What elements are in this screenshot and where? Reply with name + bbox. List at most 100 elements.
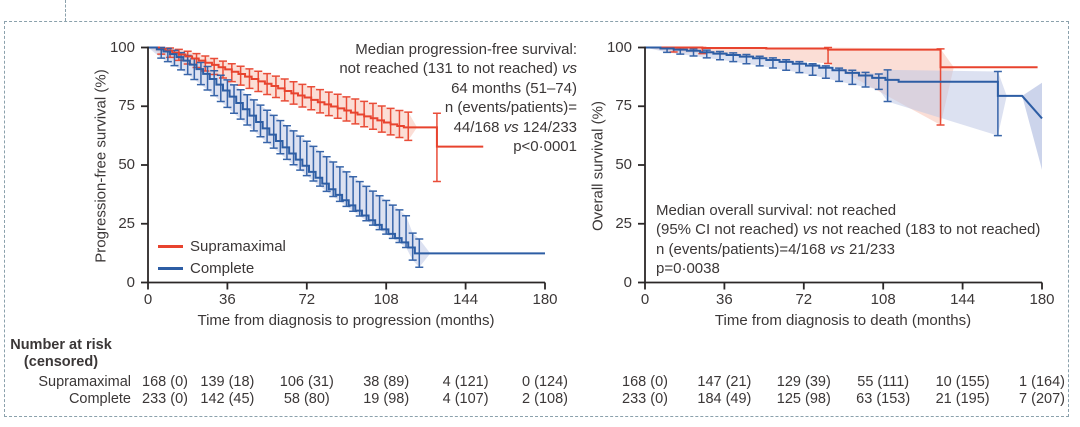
supramaximal-error-bar bbox=[395, 109, 404, 139]
risk-value-cell: 233 (0) bbox=[142, 391, 188, 407]
supramaximal-error-bar bbox=[342, 96, 351, 122]
legend-item-complete: Complete bbox=[158, 258, 286, 280]
risk-value-cell: 233 (0) bbox=[622, 391, 668, 407]
os-annotation: Median overall survival: not reached (95%… bbox=[656, 201, 1040, 279]
risk-value-cell: 55 (111) bbox=[857, 374, 910, 390]
annotation-line: not reached (131 to not reached) vs bbox=[339, 60, 577, 78]
x-tick-label: 0 bbox=[143, 291, 153, 308]
risk-value-cell: 19 (98) bbox=[363, 391, 410, 407]
risk-value-cell: 184 (49) bbox=[697, 391, 752, 407]
annotation-line: Median overall survival: not reached bbox=[656, 202, 897, 219]
complete-error-bar bbox=[210, 70, 219, 97]
risk-value-cell: 125 (98) bbox=[776, 391, 831, 407]
complete-error-bar bbox=[316, 150, 325, 187]
complete-error-bar bbox=[203, 65, 212, 91]
y-tick-label: 100 bbox=[109, 38, 135, 56]
risk-value-cell: 7 (207) bbox=[1019, 391, 1065, 407]
complete-ci-band-tail bbox=[1022, 82, 1042, 170]
risk-value-cell: 142 (45) bbox=[200, 391, 255, 407]
supramaximal-ci-band bbox=[645, 47, 954, 126]
y-tick-label: 50 bbox=[615, 156, 632, 173]
y-tick-label: 25 bbox=[615, 214, 632, 232]
x-tick-label: 108 bbox=[373, 291, 399, 308]
x-tick-label: 0 bbox=[640, 291, 650, 308]
annotation-line: (95% CI not reached) vs not reached (183… bbox=[656, 221, 1041, 239]
pfs-x-axis-label: Time from diagnosis to progression (mont… bbox=[197, 312, 495, 329]
risk-value-cell: 168 (0) bbox=[622, 374, 668, 390]
complete-error-bar bbox=[302, 140, 311, 177]
risk-value-cell: 139 (18) bbox=[200, 374, 255, 390]
x-tick-label: 180 bbox=[532, 291, 558, 308]
complete-error-bar bbox=[883, 69, 892, 103]
supramaximal-survival-curve bbox=[148, 46, 484, 148]
complete-error-bar bbox=[276, 119, 285, 155]
complete-error-bar bbox=[236, 89, 245, 120]
legend-item-supramaximal: Supramaximal bbox=[158, 236, 286, 258]
risk-value-cell: 21 (195) bbox=[935, 391, 990, 407]
legend: Supramaximal Complete bbox=[158, 236, 286, 279]
complete-error-bar bbox=[309, 145, 318, 182]
risk-value-cell: 1 (164) bbox=[1019, 374, 1065, 390]
supramaximal-line-swatch bbox=[158, 245, 183, 249]
y-tick-label: 50 bbox=[118, 156, 135, 173]
y-tick-label: 100 bbox=[606, 38, 632, 56]
risk-table-title: Number at risk bbox=[10, 337, 112, 353]
risk-value-cell: 4 (107) bbox=[442, 391, 489, 407]
complete-ci-band bbox=[645, 47, 1007, 136]
complete-error-bar bbox=[196, 61, 205, 86]
risk-table-subtitle: (censored) bbox=[23, 354, 99, 370]
x-tick-label: 108 bbox=[870, 291, 896, 308]
annotation-line: 44/168 vs 124/233 bbox=[453, 118, 577, 136]
y-tick-label: 0 bbox=[126, 273, 135, 291]
complete-error-bar bbox=[874, 73, 883, 91]
legend-label: Supramaximal bbox=[190, 238, 286, 256]
complete-error-bar bbox=[230, 84, 239, 115]
os-x-axis-label: Time from diagnosis to death (months) bbox=[714, 312, 972, 329]
supramaximal-error-bar bbox=[377, 105, 386, 133]
supramaximal-error-bar bbox=[316, 88, 325, 114]
risk-value-cell: 2 (108) bbox=[522, 391, 568, 407]
complete-error-bar bbox=[263, 109, 272, 144]
pfs-annotation: Median progression-free survival: not rea… bbox=[339, 40, 577, 156]
x-tick-label: 144 bbox=[453, 291, 479, 308]
risk-value-cell: 129 (39) bbox=[776, 374, 831, 390]
complete-error-bar bbox=[322, 156, 331, 193]
x-tick-label: 72 bbox=[795, 291, 813, 308]
complete-survival-curve bbox=[645, 46, 1043, 120]
supramaximal-error-bar bbox=[368, 102, 377, 131]
risk-value-cell: 38 (89) bbox=[363, 374, 410, 390]
complete-line-swatch bbox=[158, 266, 183, 270]
complete-error-bar bbox=[256, 104, 265, 138]
risk-value-cell: 63 (153) bbox=[856, 391, 911, 407]
x-tick-label: 36 bbox=[219, 291, 236, 308]
risk-value-cell: 4 (121) bbox=[442, 374, 489, 390]
complete-error-bar bbox=[223, 79, 232, 109]
y-tick-label: 75 bbox=[615, 97, 632, 115]
annotation-line: Median progression-free survival: bbox=[355, 41, 577, 58]
supramaximal-error-bar bbox=[245, 68, 254, 90]
complete-error-bar bbox=[269, 114, 278, 149]
legend-label: Complete bbox=[190, 259, 255, 277]
risk-value-cell: 0 (124) bbox=[522, 374, 568, 390]
risk-row-label-supramaximal: Supramaximal bbox=[38, 374, 131, 390]
risk-value-cell: 58 (80) bbox=[283, 391, 330, 407]
annotation-line: p<0·0001 bbox=[513, 138, 577, 156]
x-tick-label: 36 bbox=[716, 291, 733, 308]
complete-error-bar bbox=[282, 125, 291, 161]
x-tick-label: 144 bbox=[950, 291, 976, 308]
complete-error-bar bbox=[216, 74, 225, 103]
y-tick-label: 75 bbox=[118, 97, 135, 115]
annotation-line: n (events/patients)=4/168 vs 21/233 bbox=[656, 240, 895, 258]
annotation-line: p=0·0038 bbox=[656, 260, 720, 278]
annotation-line: 64 months (51–74) bbox=[451, 79, 577, 97]
risk-value-cell: 10 (155) bbox=[935, 374, 990, 390]
complete-error-bar bbox=[329, 161, 338, 198]
y-tick-label: 0 bbox=[623, 273, 632, 291]
figure-border bbox=[4, 21, 1069, 417]
supramaximal-survival-curve bbox=[645, 46, 1038, 69]
complete-survival-curve bbox=[148, 46, 545, 255]
risk-row-label-complete: Complete bbox=[68, 391, 131, 407]
x-tick-label: 72 bbox=[298, 291, 316, 308]
